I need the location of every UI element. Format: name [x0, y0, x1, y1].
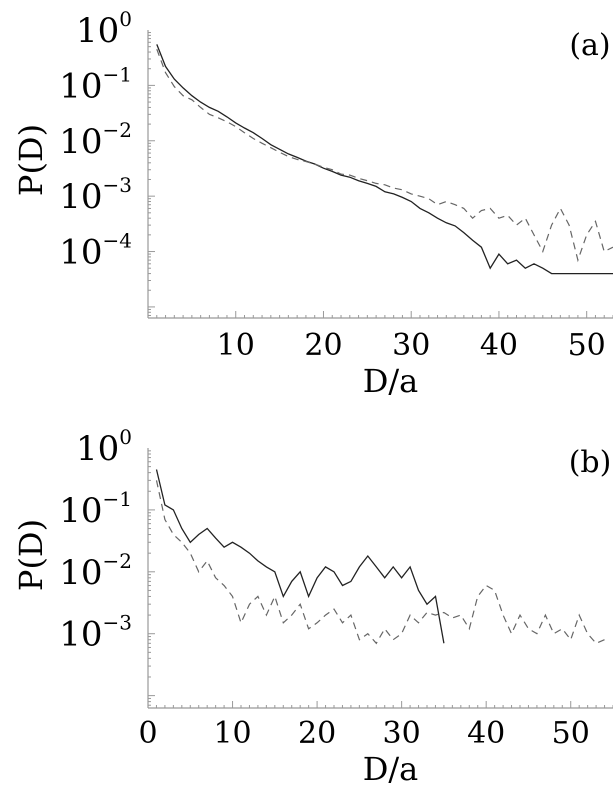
- y-tick-exponent: −3: [103, 611, 132, 635]
- y-tick-exponent: 0: [119, 425, 132, 449]
- y-tick-base: 10: [59, 615, 102, 655]
- y-tick-exponent: 0: [119, 7, 132, 31]
- y-tick-base: 10: [59, 177, 102, 217]
- y-tick-label: 10−1: [59, 487, 132, 531]
- x-tick-label: 30: [383, 716, 421, 751]
- y-tick-exponent: −4: [103, 229, 132, 253]
- x-tick-label: 20: [298, 716, 336, 751]
- series-solid-line: [155, 469, 445, 644]
- y-tick-exponent: −1: [103, 62, 132, 86]
- x-tick-label: 0: [138, 716, 157, 751]
- y-tick-exponent: −2: [103, 118, 132, 142]
- x-tick-label: 20: [304, 328, 342, 363]
- series-dashed-line: [156, 48, 613, 263]
- y-tick-label: 100: [76, 425, 132, 469]
- y-tick-label: 10−2: [59, 118, 132, 162]
- x-tick-label: 30: [392, 328, 430, 363]
- y-axis-label: P(D): [12, 124, 50, 196]
- panel-label: (a): [569, 28, 610, 63]
- x-tick-label: 10: [213, 716, 251, 751]
- x-axis-label: D/a: [363, 362, 419, 400]
- y-tick-label: 10−4: [59, 229, 132, 273]
- y-tick-base: 10: [59, 122, 102, 162]
- y-tick-label: 10−1: [59, 62, 132, 106]
- x-tick-label: 10: [217, 328, 255, 363]
- y-tick-label: 10−3: [59, 611, 132, 655]
- x-axis-label: D/a: [363, 750, 419, 788]
- y-tick-exponent: −3: [103, 173, 132, 197]
- series-dashed-line: [155, 480, 605, 645]
- y-tick-base: 10: [59, 491, 102, 531]
- x-tick-label: 50: [568, 328, 606, 363]
- y-tick-base: 10: [76, 11, 119, 51]
- y-tick-exponent: −1: [103, 487, 132, 511]
- series-solid-line: [156, 44, 613, 275]
- y-tick-label: 100: [76, 7, 132, 51]
- x-tick-label: 40: [467, 716, 505, 751]
- y-tick-base: 10: [76, 429, 119, 469]
- y-tick-base: 10: [59, 553, 102, 593]
- y-tick-exponent: −2: [103, 549, 132, 573]
- y-tick-label: 10−2: [59, 549, 132, 593]
- x-tick-label: 50: [552, 716, 590, 751]
- y-tick-base: 10: [59, 66, 102, 106]
- y-tick-base: 10: [59, 233, 102, 273]
- x-tick-label: 40: [480, 328, 518, 363]
- y-axis-label: P(D): [12, 519, 50, 591]
- y-tick-label: 10−3: [59, 173, 132, 217]
- panel-label: (b): [569, 445, 612, 480]
